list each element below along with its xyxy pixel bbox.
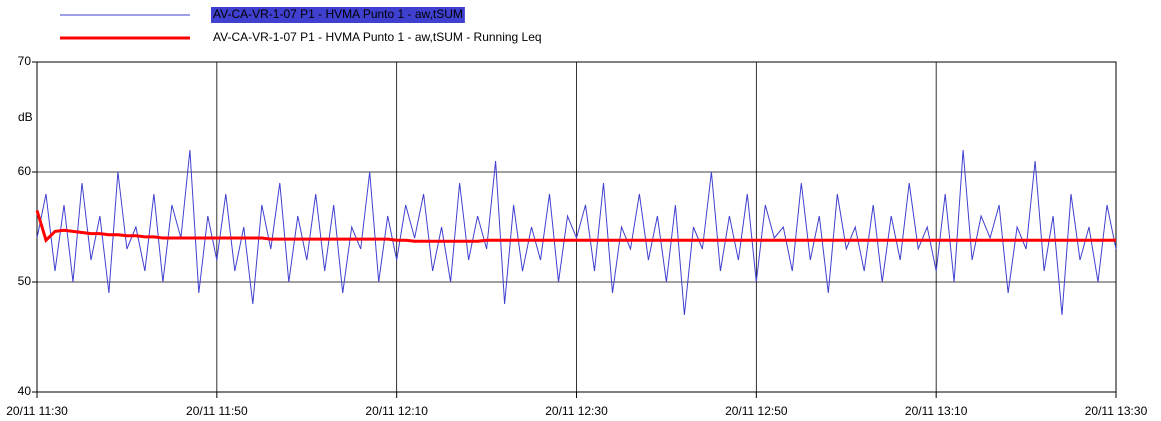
- x-tick-label: 20/11 11:50: [186, 404, 248, 418]
- legend-label: AV-CA-VR-1-07 P1 - HVMA Punto 1 - aw,tSU…: [213, 7, 463, 21]
- y-tick-label: 40: [18, 384, 32, 398]
- plot-frame: [36, 61, 1117, 393]
- x-tick-label: 20/11 11:30: [6, 404, 68, 418]
- legend-label: AV-CA-VR-1-07 P1 - HVMA Punto 1 - aw,tSU…: [213, 30, 542, 44]
- x-tick-label: 20/11 12:30: [545, 404, 608, 418]
- data-line: [35, 210, 1116, 244]
- data-line: [36, 149, 1117, 316]
- y-tick-label: 50: [18, 274, 32, 288]
- y-tick-label: 60: [18, 164, 32, 178]
- y-tick-label: 70: [18, 54, 32, 68]
- x-tick-label: 20/11 13:30: [1085, 404, 1148, 418]
- x-tick-label: 20/11 12:50: [725, 404, 788, 418]
- x-tick-label: 20/11 12:10: [365, 404, 428, 418]
- x-tick-label: 20/11 13:10: [905, 404, 968, 418]
- legend-highlight: [211, 7, 465, 23]
- y-axis-label: dB: [18, 110, 33, 124]
